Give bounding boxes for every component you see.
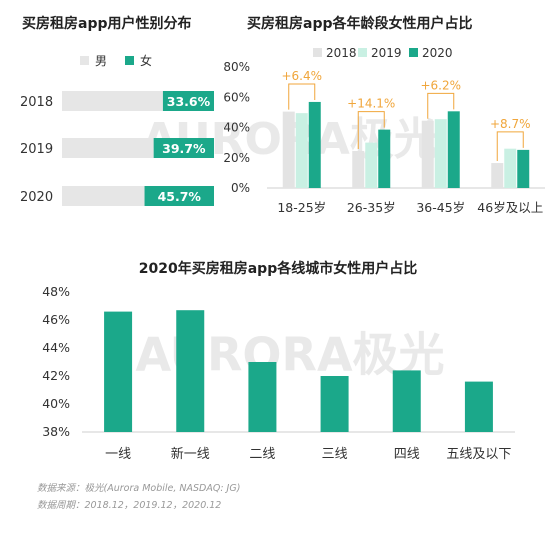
legend-swatch-female: [125, 56, 134, 65]
legend-swatch-male: [80, 56, 89, 65]
gender-bar-female: [162, 91, 214, 111]
city-bar: [104, 311, 133, 432]
legend-label-male: 男: [95, 54, 107, 68]
city-ytick-label: 44%: [42, 340, 70, 355]
age-bar-2018: [352, 150, 365, 188]
city-category-label: 新一线: [171, 446, 210, 462]
age-delta-label: +14.1%: [347, 97, 395, 111]
age-bar-2018: [282, 111, 295, 188]
age-bar-2020: [308, 101, 321, 188]
city-ytick-label: 48%: [42, 284, 70, 299]
city-bar: [248, 362, 277, 432]
age-legend-swatch: [409, 48, 418, 57]
city-bar: [176, 310, 205, 432]
gender-bar-male: [62, 186, 145, 206]
age-bar-2020: [447, 111, 460, 188]
city-ytick-label: 38%: [42, 424, 70, 439]
city-category-label: 五线及以下: [446, 447, 511, 462]
gender-category-label: 2018: [20, 95, 53, 110]
city-ytick-label: 40%: [42, 396, 70, 411]
age-legend-swatch: [313, 48, 322, 57]
age-bar-2019: [434, 119, 447, 188]
city-bar: [320, 376, 349, 432]
source-note: 数据来源：极光(Aurora Mobile, NASDAQ: JG): [37, 483, 241, 494]
age-ytick-label: 80%: [223, 60, 250, 74]
city-bar: [464, 381, 493, 432]
age-ytick-label: 0%: [231, 181, 250, 195]
gender-bar-female: [144, 186, 214, 206]
gender-bar-female: [153, 138, 214, 158]
age-legend-label: 2018: [326, 46, 357, 60]
city-category-label: 四线: [394, 447, 420, 462]
gender-data-label: 39.7%: [162, 141, 206, 156]
gender-category-label: 2019: [20, 142, 53, 157]
age-delta-bracket: [427, 92, 455, 119]
city-chart-title: 2020年买房租房app各线城市女性用户占比: [138, 261, 418, 277]
age-delta-bracket: [288, 83, 316, 110]
age-legend-label: 2020: [422, 46, 453, 60]
gender-data-label: 45.7%: [158, 189, 202, 204]
age-bar-2020: [378, 129, 391, 188]
gender-bar-male: [62, 91, 163, 111]
city-category-label: 二线: [249, 447, 275, 462]
legend-label-female: 女: [140, 53, 152, 68]
age-category-label: 46岁及以上: [477, 200, 543, 215]
age-delta-bracket: [496, 131, 524, 162]
gender-data-label: 33.6%: [167, 94, 211, 109]
city-category-label: 一线: [105, 447, 131, 462]
age-category-label: 18-25岁: [277, 200, 326, 215]
age-delta-label: +8.7%: [490, 117, 531, 131]
age-ytick-label: 60%: [223, 90, 250, 104]
age-chart-title: 买房租房app各年龄段女性用户占比: [247, 16, 473, 32]
age-bar-2018: [421, 120, 434, 188]
period-note: 数据周期：2018.12，2019.12，2020.12: [37, 500, 222, 511]
age-ytick-label: 20%: [223, 151, 250, 165]
age-bar-2019: [295, 113, 308, 188]
age-bar-2018: [491, 163, 504, 188]
city-ytick-label: 46%: [42, 312, 70, 327]
age-bar-2019: [504, 148, 517, 188]
age-category-label: 26-35岁: [347, 200, 396, 215]
age-bar-2019: [365, 142, 378, 188]
age-delta-bracket: [357, 111, 385, 149]
gender-category-label: 2020: [20, 190, 53, 205]
gender-bar-male: [62, 138, 154, 158]
city-ytick-label: 42%: [42, 368, 70, 383]
age-bar-2020: [517, 149, 530, 188]
age-delta-label: +6.2%: [420, 78, 461, 92]
age-category-label: 36-45岁: [416, 200, 465, 215]
age-legend-swatch: [358, 48, 367, 57]
age-legend-label: 2019: [371, 46, 402, 60]
city-bar: [392, 370, 421, 432]
age-delta-label: +6.4%: [281, 69, 322, 83]
city-category-label: 三线: [322, 447, 348, 462]
gender-chart-title: 买房租房app用户性别分布: [22, 16, 192, 32]
age-ytick-label: 40%: [223, 121, 250, 135]
